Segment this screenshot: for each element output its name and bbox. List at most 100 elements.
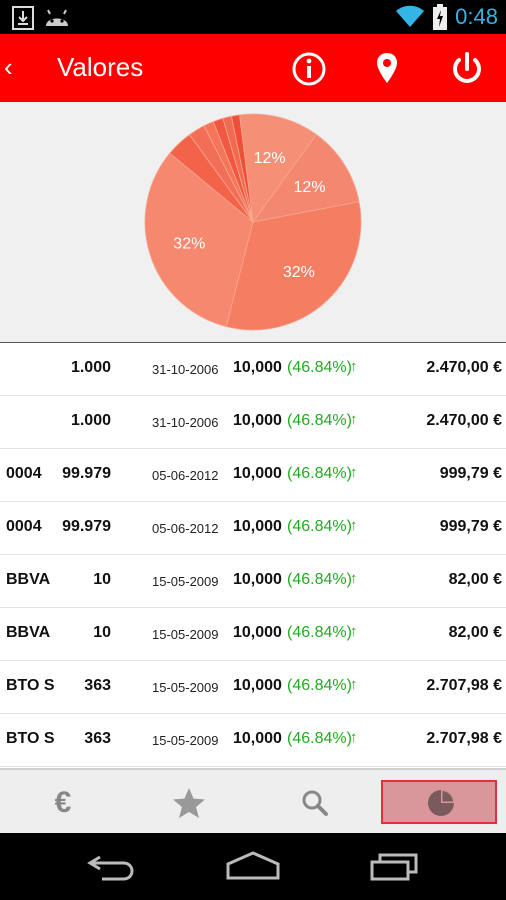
holding-price: 10,000 [233, 518, 282, 535]
system-nav-bar [0, 833, 506, 900]
holding-change-percent: (46.84%) [287, 465, 352, 482]
holding-row[interactable]: 1.000 31-10-2006 10,000 (46.84%) ↑ 2.470,00 € [0, 343, 506, 396]
holding-total: 999,79 € [439, 518, 502, 535]
pie-slice[interactable] [252, 134, 360, 223]
euro-icon: € [54, 785, 72, 819]
search-icon [302, 790, 328, 816]
pie-chart[interactable]: 12% 12% 32% 32% [0, 102, 506, 342]
holding-row[interactable]: 0004 99.979 05-06-2012 10,000 (46.84%) ↑ 999,7… [0, 449, 506, 502]
pie-slice-label: 32% [283, 264, 315, 281]
holding-change-percent: (46.84%) [287, 518, 352, 535]
holding-date: 05-06-2012 [152, 468, 219, 483]
pie-slice[interactable] [225, 201, 362, 331]
holding-price: 10,000 [233, 571, 282, 588]
holding-row[interactable]: BTO S 363 15-05-2009 10,000 (46.84%) ↑ 2.707,9… [0, 714, 506, 767]
holding-quantity: 363 [84, 730, 111, 747]
holding-change-percent: (46.84%) [287, 571, 352, 588]
chart-area: 12% 12% 32% 32% [0, 102, 506, 343]
holding-change-percent: (46.84%) [287, 412, 352, 429]
pie-slice-label: 12% [254, 150, 286, 167]
holding-total: 2.470,00 € [426, 412, 502, 429]
holding-quantity: 99.979 [62, 518, 111, 535]
wifi-icon [396, 5, 425, 27]
holding-ticker: BBVA [6, 624, 51, 641]
holding-row[interactable]: BBVA 10 15-05-2009 10,000 (46.84%) ↑ 82,00 € [0, 608, 506, 661]
trend-up-icon: ↑ [350, 570, 358, 587]
tab-search[interactable] [252, 770, 378, 835]
holding-date: 15-05-2009 [152, 627, 219, 642]
battery-charging-icon [433, 4, 448, 30]
holding-price: 10,000 [233, 730, 282, 747]
star-icon [173, 787, 205, 818]
holding-date: 15-05-2009 [152, 680, 219, 695]
location-pin-icon[interactable] [368, 50, 406, 88]
android-icon [46, 9, 68, 26]
trend-up-icon: ↑ [350, 358, 358, 375]
tab-chart[interactable] [378, 770, 504, 835]
back-button[interactable]: ‹ [4, 52, 13, 82]
holding-price: 10,000 [233, 465, 282, 482]
page-title: Valores [57, 52, 144, 82]
holding-row[interactable]: 1.000 31-10-2006 10,000 (46.84%) ↑ 2.470,00 € [0, 396, 506, 449]
pie-slice[interactable] [144, 152, 254, 328]
status-bar: 0:48 [0, 0, 506, 34]
trend-up-icon: ↑ [350, 411, 358, 428]
holding-row[interactable]: BTO S 363 15-05-2009 10,000 (46.84%) ↑ 2.707,9… [0, 661, 506, 714]
power-icon[interactable] [448, 50, 486, 88]
holdings-list[interactable]: 1.000 31-10-2006 10,000 (46.84%) ↑ 2.470,00 €… [0, 343, 506, 768]
holding-date: 31-10-2006 [152, 362, 219, 377]
holding-ticker: BTO S [6, 677, 55, 694]
holding-quantity: 10 [93, 624, 111, 641]
pie-chart-icon [428, 789, 454, 816]
pie-slice[interactable] [239, 113, 318, 224]
pie-slice-label: 12% [294, 179, 326, 196]
holding-price: 10,000 [233, 359, 282, 376]
holding-quantity: 1.000 [70, 412, 111, 429]
home-nav-icon[interactable] [226, 851, 280, 881]
holding-date: 15-05-2009 [152, 733, 219, 748]
download-icon [12, 6, 34, 30]
clock: 0:48 [455, 4, 498, 29]
pie-slice[interactable] [230, 114, 254, 223]
trend-up-icon: ↑ [350, 464, 358, 481]
holding-ticker: 0004 [6, 465, 42, 482]
holding-price: 10,000 [233, 624, 282, 641]
trend-up-icon: ↑ [350, 729, 358, 746]
holding-total: 82,00 € [448, 571, 502, 588]
holding-ticker: BBVA [6, 571, 51, 588]
holding-row[interactable]: BBVA 10 15-05-2009 10,000 (46.84%) ↑ 82,00 € [0, 555, 506, 608]
pie-slice-label: 32% [173, 236, 205, 253]
trend-up-icon: ↑ [350, 676, 358, 693]
holding-total: 2.470,00 € [426, 359, 502, 376]
holding-change-percent: (46.84%) [287, 677, 352, 694]
holding-total: 2.707,98 € [426, 677, 502, 694]
holding-ticker: 0004 [6, 518, 42, 535]
tab-favorites[interactable] [126, 770, 252, 835]
holding-ticker: BTO S [6, 730, 55, 747]
holding-date: 15-05-2009 [152, 574, 219, 589]
holding-price: 10,000 [233, 677, 282, 694]
holding-quantity: 10 [93, 571, 111, 588]
tab-portfolio[interactable]: € [0, 770, 126, 835]
holding-quantity: 363 [84, 677, 111, 694]
holding-total: 82,00 € [448, 624, 502, 641]
trend-up-icon: ↑ [350, 517, 358, 534]
holding-date: 31-10-2006 [152, 415, 219, 430]
holding-row[interactable]: 0004 99.979 05-06-2012 10,000 (46.84%) ↑ 999,7… [0, 502, 506, 555]
trend-up-icon: ↑ [350, 623, 358, 640]
holding-quantity: 99.979 [62, 465, 111, 482]
holding-change-percent: (46.84%) [287, 624, 352, 641]
tab-chart-active[interactable] [381, 780, 497, 824]
holding-total: 999,79 € [439, 465, 502, 482]
back-nav-icon[interactable] [86, 851, 138, 881]
recent-apps-icon[interactable] [370, 851, 420, 881]
holding-total: 2.707,98 € [426, 730, 502, 747]
holding-change-percent: (46.84%) [287, 730, 352, 747]
holding-date: 05-06-2012 [152, 521, 219, 536]
info-icon[interactable] [290, 50, 328, 88]
action-bar: ‹ Valores [0, 34, 506, 102]
holding-price: 10,000 [233, 412, 282, 429]
holding-change-percent: (46.84%) [287, 359, 352, 376]
holding-quantity: 1.000 [70, 359, 111, 376]
tab-bar: € [0, 768, 506, 835]
